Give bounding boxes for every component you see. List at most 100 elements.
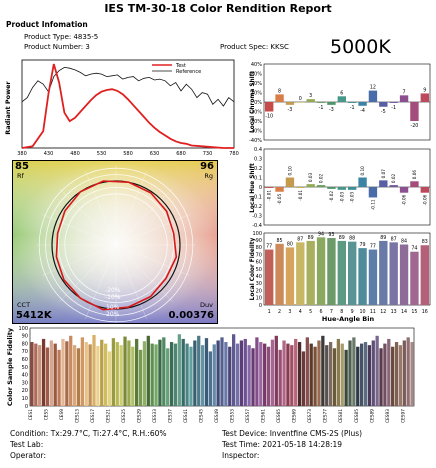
sample-bar [41,338,46,406]
footer-condition: Condition: Tx:29.7°C, Ti:27.4°C, R.H.:60… [10,429,167,438]
sample-bar [297,342,302,406]
fidelity-category: 11 [370,309,376,315]
chroma-bar-label: 12 [370,85,376,91]
cct-label: CCT [17,301,31,309]
sample-bar [173,343,178,406]
sample-bar [185,343,189,406]
sample-bar [317,340,321,406]
fidelity-bar [296,242,305,305]
sample-bar [340,343,344,406]
sample-bar [305,337,309,406]
sample-xtick: CES1 [28,409,34,420]
fidelity-category: 13 [391,309,397,315]
hue-bar [296,187,305,188]
fidelity-category: 16 [422,309,428,315]
sample-bar [197,335,201,406]
sample-bar [243,338,247,406]
fidelity-frame [263,232,431,306]
chroma-bar [399,95,409,102]
spectrum-xtick: 780 [229,151,239,157]
fidelity-category: 7 [330,309,333,315]
fidelity-bars: 7718528038748959469378988897910771189128… [265,231,429,315]
cvg-spoke [85,171,117,246]
hue-ylabel: Local Hue Shift [250,163,256,213]
sample-bar [391,346,395,406]
sample-bar [154,344,158,406]
footer-test-device: Test Device: Inventfine CMS-2S (Plus) [222,429,363,438]
fidelity-bar-value: 77 [370,244,376,250]
fidelity-bar [316,237,326,305]
hue-bar-label: 0.10 [360,166,365,176]
fidelity-ytick: 70 [256,252,262,258]
hue-bar [358,177,367,187]
sample-bar [224,342,228,406]
sample-bar [387,338,391,406]
chroma-ylabel: Local Chroma Shift [250,71,256,133]
sample-xtick: CES93 [385,409,391,423]
fidelity-bar [420,245,429,305]
sample-bar [181,338,185,406]
chroma-bar [379,102,388,107]
cct-headline: 5000K [330,36,391,58]
sample-bar [135,338,139,406]
fidelity-bar [379,240,388,305]
hue-bar-label: 0.06 [412,170,417,180]
fidelity-bar [265,249,274,305]
sample-bar [142,341,147,406]
chroma-bars: -10 8 -3 0 3 -1 -3 6 -1 -4 12 -5 -1 7 -20 9 [264,85,430,129]
chroma-bar-label: -1 [319,105,324,111]
sample-xticks: CES1 CES5 CES9 CES13 CES17 CES21 CES25 CES29 CES… [28,409,406,423]
sample-bar [103,343,108,406]
sample-xtick: CES65 [276,409,282,423]
product-type: Product Type: 4835-5 [24,33,99,41]
cvg-spoke [115,214,190,246]
sample-bar [138,349,143,406]
sample-bar [375,335,379,406]
hue-bar [316,185,326,187]
sample-bar [131,346,135,406]
chroma-bar-label: -5 [381,109,386,115]
sample-bar [406,337,410,406]
sample-bar [57,349,61,406]
chroma-ytick: 0% [254,100,262,106]
sample-xtick: CES69 [292,409,298,423]
ring-label-plus-20: 20% [106,311,120,318]
sample-bar [363,342,368,406]
sample-xtick: CES49 [214,409,220,423]
fidelity-ytick: 50 [256,267,262,273]
chroma-bar-label: -3 [329,107,334,113]
fidelity-category: 14 [401,309,407,315]
sample-bar [220,337,224,406]
chroma-ytick: -10% [249,109,262,115]
sample-bar [286,343,290,406]
sample-bar [69,335,73,406]
sample-bar [398,345,403,406]
ring-label-plus-10: 10% [106,304,120,311]
hue-bar-label: -0.02 [329,191,334,202]
sample-ytick: 50 [22,365,28,371]
sample-bar [189,346,193,406]
ring-label-minus-10: -10% [105,294,121,301]
chroma-bar-label: 3 [309,93,312,99]
cvg-spoke [59,188,117,246]
fidelity-category: 2 [278,309,281,315]
cvg-spoke [59,244,117,302]
sample-bar [92,335,96,406]
chroma-bar-label: -10 [265,114,273,120]
sample-bar [150,343,154,406]
chroma-bar-label: 8 [278,88,281,94]
cvg-spoke [115,244,173,302]
sample-bar [290,345,294,406]
chroma-bar [410,102,419,121]
fidelity-bar-value: 93 [328,232,334,238]
chroma-bar [285,102,295,105]
sample-xtick: CES5 [43,409,49,420]
sample-ytick: 10 [22,396,28,402]
sample-bar [84,342,88,406]
fidelity-category: 9 [351,309,354,315]
sample-bar [193,340,197,406]
fidelity-bar-value: 87 [391,236,397,242]
footer-operator: Operator: [10,451,46,460]
sample-bar [266,346,271,406]
